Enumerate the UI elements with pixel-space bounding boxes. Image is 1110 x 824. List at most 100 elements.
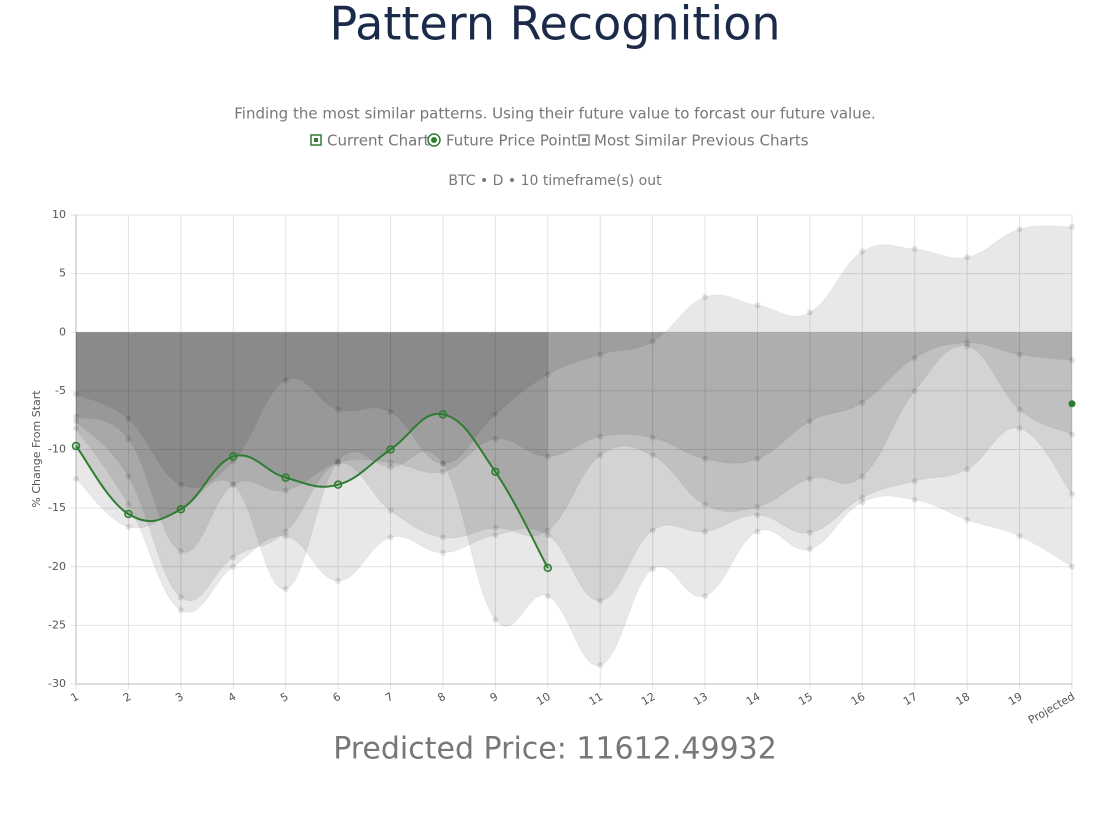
y-tick-label: -10 [48,443,66,456]
point [439,534,446,541]
point [911,355,918,362]
point [964,339,971,346]
point [544,527,551,534]
legend-entry: Most Similar Previous Charts [594,132,809,150]
point [597,597,604,604]
point [73,413,79,420]
point [230,481,237,488]
point [492,525,499,532]
point [386,445,395,454]
point [387,534,394,541]
point [492,411,499,418]
x-tick-label: 15 [796,690,815,708]
point [73,418,79,425]
point [335,460,342,467]
point [439,460,446,467]
x-tick-label: 8 [435,690,448,705]
point [911,246,918,253]
line [75,450,1073,666]
area [76,225,1072,488]
point [1016,351,1023,358]
point [1069,491,1075,498]
subtitle: Finding the most similar patterns. Using… [234,105,875,123]
point [597,433,604,440]
point [492,616,499,623]
x-tick-label: 2 [121,690,134,705]
point [1069,357,1075,364]
x-tick-label: 16 [849,690,868,708]
point [649,527,656,534]
point [335,458,342,465]
point [387,507,394,514]
point [73,391,79,398]
x-tick-label: 11 [587,690,606,708]
x-tick-label: 3 [173,690,186,705]
x-tick-label: 9 [488,690,501,705]
point [543,563,553,573]
x-tick-label: 19 [1006,690,1025,708]
y-tick-label: -5 [55,384,66,397]
point [229,452,238,461]
point [335,406,342,413]
x-tick-label: 18 [954,690,973,708]
area [76,332,1072,553]
y-tick-label: 0 [59,325,66,338]
point [387,459,394,466]
x-tick-label: 5 [278,690,291,705]
x-tick-label: 14 [744,690,763,708]
area [76,332,1072,666]
y-tick-label: 10 [52,208,66,221]
x-tick-label: 1 [68,690,81,705]
point [911,496,918,503]
point [859,248,866,255]
point [125,416,132,423]
legend-entry: Current Chart [327,132,429,150]
legend-swatch [431,137,437,143]
point [1016,533,1023,540]
point [859,499,866,506]
point [806,475,813,482]
point [964,516,971,523]
point [282,377,289,384]
x-tick-label: 12 [639,690,658,708]
legend-swatch [427,133,441,147]
point [439,460,446,467]
point [597,351,604,358]
y-axis-label: % Change From Start [30,390,43,508]
point [1069,431,1075,438]
point [702,455,709,462]
point [73,425,79,432]
point [176,505,186,514]
point [335,459,342,466]
point [649,452,656,459]
point [806,309,813,316]
point [282,586,289,593]
point [806,546,813,553]
area [76,332,1072,613]
point [1016,406,1023,413]
point [964,343,971,350]
point [859,473,866,480]
point [702,593,709,600]
point [125,473,132,480]
point [859,399,866,406]
line [75,342,1073,553]
point [754,503,761,510]
point [438,410,448,419]
point [491,467,500,477]
point [859,494,866,501]
chart-subtitle: BTC • D • 10 timeframe(s) out [448,173,662,189]
point [911,387,918,394]
point [754,512,761,519]
point [439,549,446,556]
predicted-price: Predicted Price: 11612.49932 [333,732,777,767]
x-tick-label: 10 [534,690,553,708]
point [597,452,604,459]
y-tick-label: 5 [59,267,66,280]
point [387,408,394,415]
point [125,501,132,508]
point [806,529,813,536]
area [76,332,1072,601]
